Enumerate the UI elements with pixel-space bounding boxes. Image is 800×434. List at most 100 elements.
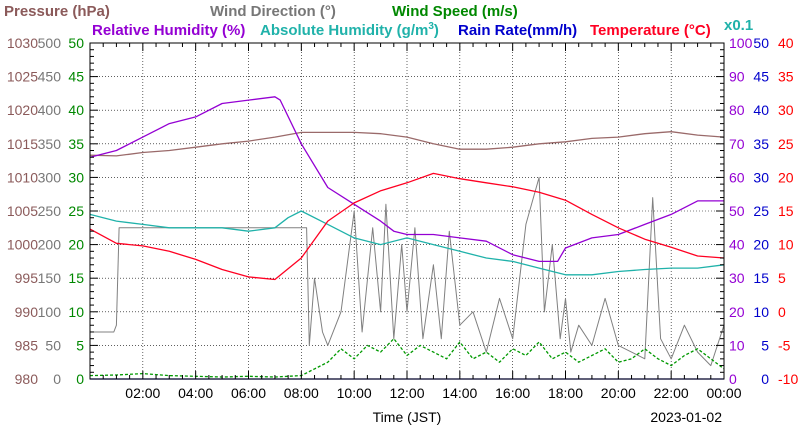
y-tick-label-pressure: 1005 bbox=[7, 203, 38, 219]
x-tick-label: 22:00 bbox=[654, 385, 689, 401]
series-line-temperature bbox=[89, 172, 725, 281]
y-tick-label-temperature: 0 bbox=[778, 304, 786, 320]
y-tick-label-pressure: 985 bbox=[15, 337, 39, 353]
y-tick-label-wind-speed: 40 bbox=[68, 102, 84, 118]
y-tick-label-wind-direction: 500 bbox=[38, 35, 62, 51]
y-tick-label-temperature: 10 bbox=[778, 237, 794, 253]
y-tick-label-wind-speed: 35 bbox=[68, 136, 84, 152]
y-tick-label-wind-direction: 0 bbox=[53, 371, 61, 387]
x-tick-label: 10:00 bbox=[337, 385, 372, 401]
y-tick-label-temperature: -10 bbox=[778, 371, 798, 387]
y-tick-label-wind-direction: 200 bbox=[38, 237, 62, 253]
y-tick-label-relative-humidity: 30 bbox=[729, 270, 745, 286]
y-axis-labels: 9809859909951000100510101015102010251030… bbox=[7, 35, 799, 387]
y-tick-label-relative-humidity: 20 bbox=[729, 304, 745, 320]
tick-marks bbox=[89, 42, 725, 380]
y-tick-label-temperature: 35 bbox=[778, 69, 794, 85]
y-tick-label-pressure: 1025 bbox=[7, 69, 38, 85]
y-tick-label-relative-humidity: 70 bbox=[729, 136, 745, 152]
series-line-pressure bbox=[89, 131, 725, 157]
y-tick-label-relative-humidity: 100 bbox=[729, 35, 753, 51]
y-tick-label-wind-direction: 100 bbox=[38, 304, 62, 320]
y-tick-label-rain-rate: 5 bbox=[761, 337, 769, 353]
y-tick-label-pressure: 1010 bbox=[7, 169, 38, 185]
y-tick-label-temperature: 25 bbox=[778, 136, 794, 152]
y-tick-label-wind-speed: 30 bbox=[68, 169, 84, 185]
y-tick-label-relative-humidity: 80 bbox=[729, 102, 745, 118]
x-tick-label: 04:00 bbox=[178, 385, 213, 401]
x-tick-label: 08:00 bbox=[284, 385, 319, 401]
y-tick-label-wind-direction: 450 bbox=[38, 69, 62, 85]
y-tick-label-relative-humidity: 60 bbox=[729, 169, 745, 185]
y-tick-label-wind-speed: 25 bbox=[68, 203, 84, 219]
series-line-relative-humidity bbox=[89, 96, 724, 263]
y-tick-label-wind-speed: 0 bbox=[76, 371, 84, 387]
y-tick-label-wind-speed: 45 bbox=[68, 69, 84, 85]
x-tick-label: 14:00 bbox=[442, 385, 477, 401]
y-tick-label-pressure: 980 bbox=[15, 371, 39, 387]
y-tick-label-temperature: 20 bbox=[778, 169, 794, 185]
y-tick-label-temperature: -5 bbox=[778, 337, 791, 353]
y-tick-label-rain-rate: 30 bbox=[753, 169, 769, 185]
legend-pressure: Pressure (hPa) bbox=[4, 3, 110, 20]
x-tick-label: 16:00 bbox=[495, 385, 530, 401]
series-line-absolute-humidity bbox=[89, 210, 725, 276]
y-tick-label-temperature: 30 bbox=[778, 102, 794, 118]
y-tick-label-pressure: 1030 bbox=[7, 35, 38, 51]
date-label: 2023-01-02 bbox=[650, 409, 722, 425]
y-tick-label-relative-humidity: 10 bbox=[729, 337, 745, 353]
y-tick-label-rain-rate: 40 bbox=[753, 102, 769, 118]
y-tick-label-temperature: 15 bbox=[778, 203, 794, 219]
x-tick-label: 12:00 bbox=[389, 385, 424, 401]
legend-absolute-humidity-exp: 3 bbox=[428, 21, 434, 32]
y-tick-label-pressure: 995 bbox=[15, 270, 39, 286]
grid bbox=[90, 43, 724, 379]
y-tick-label-pressure: 1015 bbox=[7, 136, 38, 152]
y-tick-label-rain-rate: 0 bbox=[761, 371, 769, 387]
y-tick-label-pressure: 1020 bbox=[7, 102, 38, 118]
x-axis-title: Time (JST) bbox=[373, 409, 442, 425]
y-tick-label-rain-rate: 35 bbox=[753, 136, 769, 152]
y-tick-label-rain-rate: 15 bbox=[753, 270, 769, 286]
y-tick-label-rain-rate: 50 bbox=[753, 35, 769, 51]
legend-temperature: Temperature (°C) bbox=[590, 22, 711, 39]
y-tick-label-relative-humidity: 0 bbox=[729, 371, 737, 387]
x-tick-label: 18:00 bbox=[548, 385, 583, 401]
y-tick-label-pressure: 1000 bbox=[7, 237, 38, 253]
y-tick-label-wind-speed: 10 bbox=[68, 304, 84, 320]
x-tick-label: 02:00 bbox=[125, 385, 160, 401]
y-tick-label-relative-humidity: 90 bbox=[729, 69, 745, 85]
legend-absolute-humidity: Absolute Humidity (g/m3) bbox=[260, 21, 439, 39]
x-axis-labels: 02:00 04:00 06:00 08:00 10:00 12:00 14:00 16:00… bbox=[125, 385, 741, 401]
legend-relative-humidity: Relative Humidity (%) bbox=[92, 22, 245, 39]
y-tick-label-rain-rate: 20 bbox=[753, 237, 769, 253]
y-tick-label-relative-humidity: 40 bbox=[729, 237, 745, 253]
legend-rain-multiplier: x0.1 bbox=[724, 17, 753, 34]
y-tick-label-pressure: 990 bbox=[15, 304, 39, 320]
y-tick-label-wind-direction: 50 bbox=[45, 337, 61, 353]
legend-absolute-humidity-end: ) bbox=[434, 22, 439, 39]
y-tick-label-wind-direction: 400 bbox=[38, 102, 62, 118]
y-tick-label-wind-direction: 250 bbox=[38, 203, 62, 219]
legend-wind-direction: Wind Direction (°) bbox=[210, 3, 336, 20]
series-line-wind-speed bbox=[89, 338, 725, 378]
y-tick-label-wind-direction: 350 bbox=[38, 136, 62, 152]
y-tick-label-rain-rate: 10 bbox=[753, 304, 769, 320]
y-tick-label-temperature: 5 bbox=[778, 270, 786, 286]
y-tick-label-rain-rate: 25 bbox=[753, 203, 769, 219]
y-tick-label-rain-rate: 45 bbox=[753, 69, 769, 85]
y-tick-label-wind-speed: 15 bbox=[68, 270, 84, 286]
x-tick-label: 20:00 bbox=[601, 385, 636, 401]
y-tick-label-wind-direction: 150 bbox=[38, 270, 62, 286]
y-tick-label-wind-speed: 50 bbox=[68, 35, 84, 51]
legend-wind-speed: Wind Speed (m/s) bbox=[392, 3, 518, 20]
x-tick-label: 06:00 bbox=[231, 385, 266, 401]
y-tick-label-wind-speed: 5 bbox=[76, 337, 84, 353]
legend-absolute-humidity-main: Absolute Humidity (g/m bbox=[260, 22, 428, 39]
series-line-wind-direction bbox=[90, 176, 725, 367]
legend-rain-rate: Rain Rate(mm/h) bbox=[458, 22, 577, 39]
y-tick-label-wind-speed: 20 bbox=[68, 237, 84, 253]
y-tick-label-wind-direction: 300 bbox=[38, 169, 62, 185]
y-tick-label-temperature: 40 bbox=[778, 35, 794, 51]
